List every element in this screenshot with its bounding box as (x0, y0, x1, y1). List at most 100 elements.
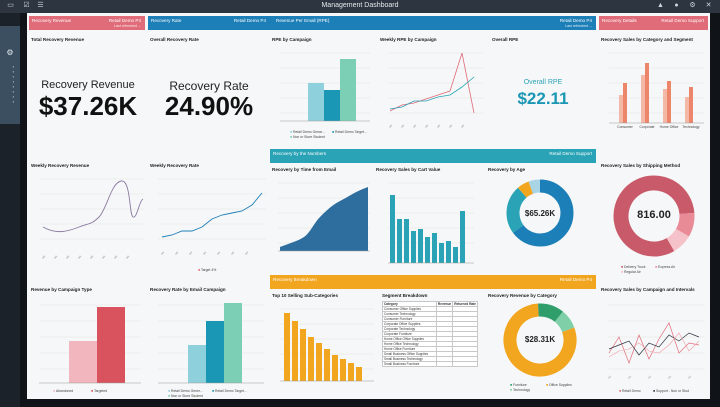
list-icon[interactable]: ☰ (37, 2, 44, 9)
user-icon[interactable]: ● (674, 2, 679, 9)
close-icon[interactable]: ✕ (705, 2, 712, 9)
svg-text:wk: wk (202, 250, 208, 256)
legend-item: ■ Retail Demo (619, 389, 641, 393)
age-donut (506, 179, 574, 247)
panel-sub-categories: Top 10 Selling Sub-Categories (270, 291, 378, 397)
svg-text:wk: wk (244, 250, 250, 256)
dashboard-canvas: Recovery Revenue Retail Demo P4 Last ref… (27, 13, 710, 399)
svg-text:int: int (647, 375, 652, 380)
settings-icon[interactable]: ⚙ (6, 48, 14, 57)
header-by-numbers: Recovery by the Numbers Retail Demo Supp… (270, 149, 596, 163)
kpi-label: Overall RPE (523, 79, 563, 86)
svg-text:int: int (667, 375, 672, 380)
svg-text:wk: wk (101, 254, 107, 260)
panel-weekly-recovery-rate: Weekly Recovery Rate wk wk wk wk wk wk wk ■ Ta… (148, 161, 270, 279)
svg-text:wk: wk (424, 123, 430, 129)
svg-text:int: int (627, 375, 632, 380)
svg-text:wk: wk (412, 123, 418, 129)
rate-email-chart (158, 303, 264, 384)
panel-time-from-email: Recovery by Time from Email (270, 165, 372, 275)
svg-text:wk: wk (436, 123, 442, 129)
legend-item: ■ Delivery Truck (621, 265, 646, 269)
panel-weekly-recovery-revenue: Weekly Recovery Revenue wk wk wk wk wk wk wk wk (29, 161, 147, 279)
legend-item: ■ Regular Air (621, 270, 641, 274)
shipping-donut-center: 816.00 (637, 209, 671, 221)
panel-sales-category-segment: Recovery Sales by Category and Segment C… (599, 35, 708, 147)
category-donut-center: $28.31K (524, 335, 556, 344)
table-row: Small Business Furniture (382, 361, 478, 367)
legend-item: ■ Support - Non or Stud (653, 389, 689, 393)
checkbox-icon[interactable]: ☑ (23, 2, 30, 9)
legend-item: ■ Non or Store Student (168, 394, 203, 398)
panel-rate-by-email-campaign: Recovery Rate by Email Campaign ■ Retail… (148, 285, 270, 399)
panel-rpe-by-campaign: RPE by Campaign ■ Retail Demo Genar... ■… (270, 35, 376, 147)
legend-item: ■ Retail Demo Target... (212, 389, 247, 393)
time-email-area (280, 187, 368, 251)
series-line (389, 76, 475, 110)
panel-overall-recovery-rate: Overall Recovery Rate Recovery Rate 24.9… (148, 35, 270, 143)
legend-item: ■ Non or Store Student (290, 135, 325, 139)
panel-shipping-method: Recovery Sales by Shipping Method 816.00… (599, 161, 708, 279)
shipping-donut (613, 175, 695, 257)
category-donut (503, 303, 577, 377)
bar-non-store (340, 59, 356, 121)
bookmark-icon[interactable]: ▲ (657, 2, 664, 9)
legend-item: ■ Abandoned (53, 389, 74, 393)
svg-text:wk: wk (89, 254, 95, 260)
kpi-label: Recovery Revenue (41, 79, 135, 91)
kpi-label: Recovery Rate (169, 79, 249, 93)
bar-abandoned (69, 341, 97, 383)
header-rpe: Revenue Per Email (RPE) Retail Demo P4 L… (270, 16, 596, 30)
window-title: Management Dashboard (321, 2, 399, 9)
panel-revenue-by-category: Recovery Revenue by Category $28.31K ■ F… (486, 291, 596, 397)
panel-cart-value: Recovery Sales by Cart Value (374, 165, 484, 275)
sidebar-nav-tab[interactable]: ⚙ ▪▪▪▪▪▪▪▪ (0, 26, 20, 124)
legend-item: ■ Retail Demo Genar... (290, 130, 325, 134)
svg-text:int: int (607, 375, 612, 380)
weekly-rate-chart: wk wk wk wk wk wk wk (158, 178, 266, 256)
legend-item: ■ Technology (510, 388, 531, 392)
header-recovery-revenue: Recovery Revenue Retail Demo P4 Last ref… (29, 16, 145, 30)
svg-text:wk: wk (113, 254, 119, 260)
bar-targeted (97, 307, 125, 383)
header-recovery-rate: Recovery Rate Retail Demo P4 (148, 16, 270, 30)
svg-text:wk: wk (65, 254, 71, 260)
svg-text:int: int (687, 375, 692, 380)
svg-text:wk: wk (448, 123, 454, 129)
svg-text:wk: wk (77, 254, 83, 260)
svg-text:wk: wk (400, 123, 406, 129)
kpi-value: $22.11 (517, 89, 569, 108)
title-bar: ▭ ☑ ☰ Management Dashboard ▲ ● ⚙ ✕ (0, 0, 720, 13)
legend-item: ■ Express Air (655, 265, 676, 269)
legend-item: ■ Retail Demo Gener... (168, 389, 203, 393)
sub-categories-chart (280, 308, 374, 382)
header-recovery-details: Recovery Details Retail Demo Support (599, 16, 708, 30)
time-email-chart (278, 182, 370, 252)
svg-text:wk: wk (53, 254, 59, 260)
svg-text:wk: wk (41, 254, 47, 260)
age-donut-center: $65.26K (524, 209, 556, 218)
gear-icon[interactable]: ⚙ (689, 2, 696, 9)
header-recovery-breakdown: Recovery Breakdown Retail Demo P4 (270, 275, 596, 289)
category-segment-chart (609, 52, 704, 124)
legend-item: ■ Furniture (510, 383, 527, 387)
svg-text:wk: wk (160, 250, 166, 256)
segment-table: Category Revenue Returned Rate Consumer Of… (382, 301, 478, 367)
svg-text:wk: wk (388, 123, 394, 129)
panel-campaign-type: Revenue by Campaign Type ■ Abandoned ■ T… (29, 285, 147, 399)
series-line (389, 52, 475, 114)
legend-item: ■ Retail Demo Target... (332, 130, 367, 134)
panel-weekly-rpe: Weekly RPE by Campaign wk wk wk wk wk wk wk (378, 35, 488, 147)
cart-value-chart (388, 182, 474, 264)
svg-text:wk: wk (125, 254, 131, 260)
panel-recovery-by-age: Recovery by Age $65.26K (486, 165, 596, 275)
monitor-icon[interactable]: ▭ (7, 2, 14, 9)
campaign-type-chart (39, 304, 141, 384)
table-header-row: Category Revenue Returned Rate (382, 301, 478, 307)
svg-text:wk: wk (230, 250, 236, 256)
rpe-campaign-chart (280, 52, 370, 122)
legend-item: ■ Office Supplies (546, 383, 572, 387)
left-sidebar: ⚙ ▪▪▪▪▪▪▪▪ (0, 13, 20, 407)
svg-text:wk: wk (174, 250, 180, 256)
svg-text:wk: wk (188, 250, 194, 256)
